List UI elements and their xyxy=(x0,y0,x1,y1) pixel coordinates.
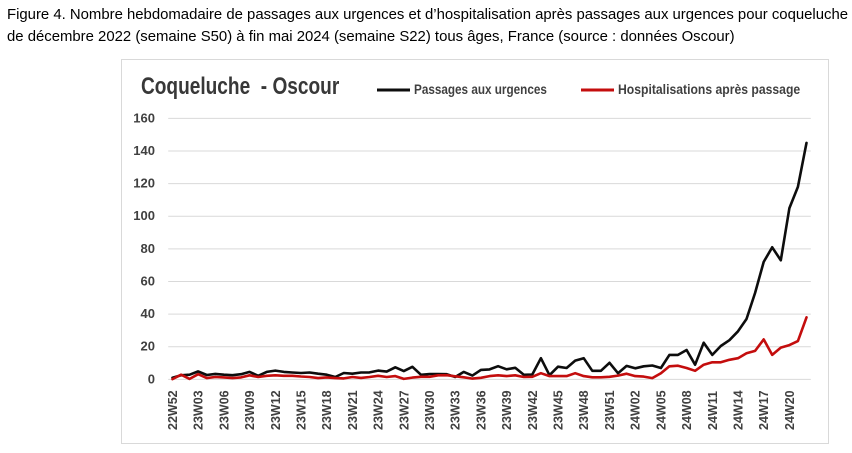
svg-text:23W36: 23W36 xyxy=(474,390,488,430)
svg-text:60: 60 xyxy=(141,273,155,288)
svg-text:23W24: 23W24 xyxy=(372,390,386,430)
svg-text:24W11: 24W11 xyxy=(706,391,720,430)
svg-text:23W15: 23W15 xyxy=(295,390,309,430)
svg-text:23W33: 23W33 xyxy=(449,390,463,430)
svg-text:40: 40 xyxy=(141,306,155,321)
svg-text:160: 160 xyxy=(133,110,155,125)
svg-text:24W08: 24W08 xyxy=(680,390,694,430)
svg-text:23W03: 23W03 xyxy=(192,390,206,430)
svg-text:23W12: 23W12 xyxy=(269,390,283,430)
svg-text:80: 80 xyxy=(141,241,155,256)
svg-text:24W17: 24W17 xyxy=(757,390,771,430)
svg-text:24W14: 24W14 xyxy=(732,390,746,430)
svg-text:22W52: 22W52 xyxy=(166,390,180,430)
svg-text:120: 120 xyxy=(133,176,155,191)
svg-text:24W20: 24W20 xyxy=(783,390,797,430)
svg-text:24W02: 24W02 xyxy=(629,390,643,430)
svg-text:23W06: 23W06 xyxy=(217,390,231,430)
svg-text:20: 20 xyxy=(141,339,155,354)
svg-text:0: 0 xyxy=(148,371,155,386)
svg-text:23W09: 23W09 xyxy=(243,390,257,430)
svg-text:23W45: 23W45 xyxy=(552,390,566,430)
svg-text:23W21: 23W21 xyxy=(346,390,360,430)
svg-text:100: 100 xyxy=(133,208,155,223)
svg-text:23W48: 23W48 xyxy=(577,390,591,430)
svg-text:23W27: 23W27 xyxy=(397,390,411,430)
svg-text:23W42: 23W42 xyxy=(526,390,540,430)
svg-text:140: 140 xyxy=(133,143,155,158)
svg-text:24W05: 24W05 xyxy=(654,390,668,430)
svg-text:23W51: 23W51 xyxy=(603,390,617,430)
svg-text:23W39: 23W39 xyxy=(500,390,514,430)
svg-text:23W18: 23W18 xyxy=(320,390,334,430)
svg-text:23W30: 23W30 xyxy=(423,390,437,430)
